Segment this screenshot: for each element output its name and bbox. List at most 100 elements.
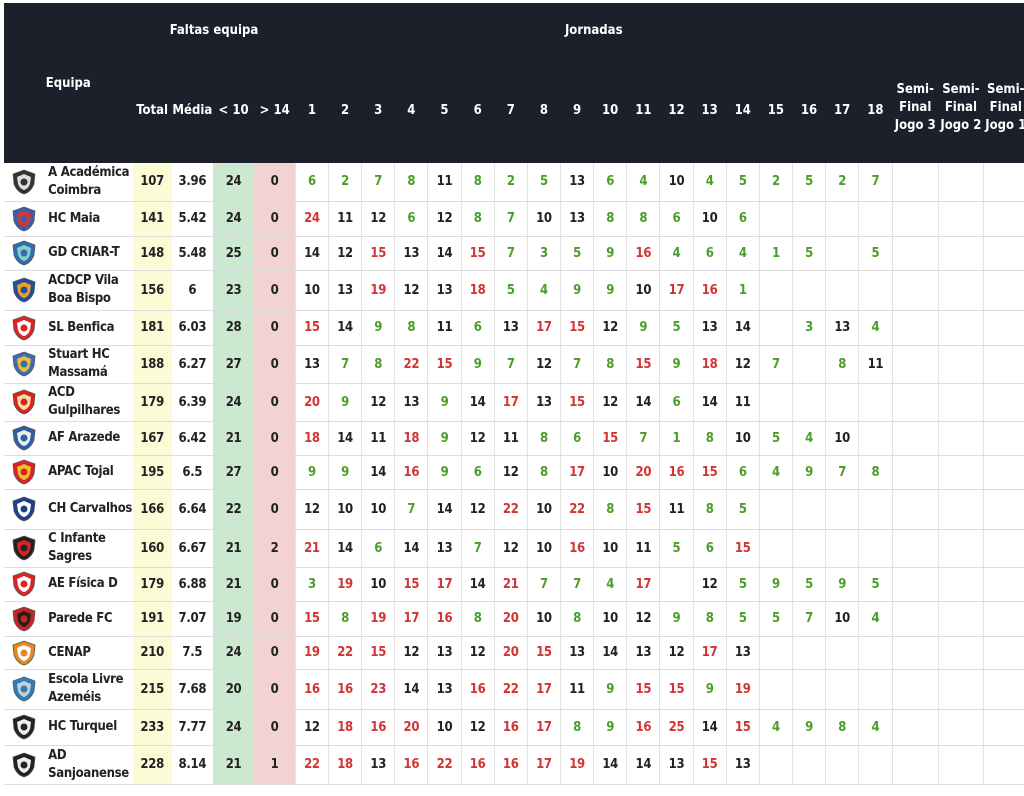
round-6-fouls: 15 [460,236,495,271]
semi-final-cell [891,745,939,785]
header-round-4[interactable]: 4 [394,57,428,163]
semi-final-cell [891,345,939,384]
team-name[interactable]: Parede FC [44,601,133,637]
round-16-fouls [791,529,826,568]
team-name[interactable]: HC Maia [44,201,133,237]
semi-final-cell [891,455,939,490]
round-4-fouls: 20 [394,709,428,746]
header-round-5[interactable]: 5 [427,57,462,163]
round-9-fouls: 8 [559,709,594,746]
round-9-fouls: 17 [559,455,594,490]
team-name[interactable]: AD Sanjoanense [44,745,133,785]
games-over-14: 0 [254,310,296,346]
table-row: GD CRIAR-T 148 5.48 25 0 14 12 15 13 14 15 7 3 5 9 16 4 6… [4,236,1024,271]
team-name[interactable]: CENAP [44,636,133,670]
header-faltas: Faltas equipa [132,3,296,57]
round-3-fouls: 19 [361,601,395,637]
fisica-logo-icon [10,570,38,598]
team-name[interactable]: APAC Tojal [44,455,133,490]
round-12-fouls: 12 [659,636,694,670]
header-round-3[interactable]: 3 [361,57,395,163]
header-round-9[interactable]: 9 [560,57,594,163]
header-total[interactable]: Total [132,57,172,163]
header-jornadas: Jornadas [295,3,893,57]
header-semi-2[interactable]: Semi-Final Jogo 2 [938,3,984,163]
team-name[interactable]: ACDCP Vila Boa Bispo [44,270,133,311]
semi-final-cell [983,236,1024,271]
round-15-fouls: 1 [758,236,793,271]
team-name[interactable]: SL Benfica [44,310,133,346]
team-name[interactable]: Escola Livre Azeméis [44,669,133,710]
round-2-fouls: 2 [327,163,362,202]
header-gt14[interactable]: > 14 [254,57,296,163]
average-fouls: 6.88 [171,567,213,602]
round-7-fouls: 7 [493,345,528,384]
round-18-fouls: 5 [858,236,893,271]
team-name[interactable]: AE Física D [44,567,133,602]
round-2-fouls: 7 [327,345,362,384]
header-semi-1[interactable]: Semi-Final Jogo 1 [983,3,1024,163]
team-name[interactable]: CH Carvalhos [44,489,133,530]
semi-final-cell [891,236,939,271]
round-12-fouls: 11 [659,489,694,530]
round-1-fouls: 22 [294,745,329,785]
round-18-fouls [858,669,893,710]
round-1-fouls: 20 [294,383,329,422]
header-round-15[interactable]: 15 [759,57,793,163]
round-4-fouls: 18 [394,421,428,456]
header-round-8[interactable]: 8 [527,57,561,163]
header-round-6[interactable]: 6 [461,57,495,163]
games-over-14: 1 [254,745,296,785]
table-row: A Académica Coimbra 107 3.96 24 0 6 2 7 8 11 8 2 5 13… [4,163,1024,202]
round-13-fouls: 6 [692,529,727,568]
header-round-1[interactable]: 1 [295,57,329,163]
team-name[interactable]: C Infante Sagres [44,529,133,568]
header-round-16[interactable]: 16 [792,57,826,163]
round-10-fouls: 8 [593,201,627,237]
round-14-fouls: 6 [725,455,760,490]
team-logo-cell [4,455,45,490]
header-round-13[interactable]: 13 [693,57,727,163]
average-fouls: 6.03 [171,310,213,346]
header-round-7[interactable]: 7 [494,57,528,163]
team-name[interactable]: ACD Gulpilhares [44,383,133,422]
header-round-18[interactable]: 18 [858,57,893,163]
header-media[interactable]: Média [171,57,213,163]
semi-final-cell [937,567,984,602]
header-round-2[interactable]: 2 [328,57,362,163]
header-round-11[interactable]: 11 [626,57,660,163]
team-logo-cell [4,745,45,785]
header-lt10[interactable]: < 10 [212,57,255,163]
semi-final-cell [983,567,1024,602]
header-round-14[interactable]: 14 [726,57,760,163]
team-name[interactable]: AF Arazede [44,421,133,456]
header-round-10[interactable]: 10 [593,57,627,163]
header-round-17[interactable]: 17 [825,57,859,163]
semi-final-cell [983,529,1024,568]
semi-final-cell [983,601,1024,637]
fouls-table: Equipa Faltas equipa Jornadas Semi-Final… [4,3,1024,785]
round-15-fouls: 2 [758,163,793,202]
team-name[interactable]: HC Turquel [44,709,133,746]
round-8-fouls: 15 [526,636,561,670]
round-18-fouls: 8 [858,455,893,490]
round-11-fouls: 9 [626,310,660,346]
round-17-fouls [825,489,859,530]
team-name[interactable]: Stuart HC Massamá [44,345,133,384]
round-15-fouls [758,636,793,670]
team-name[interactable]: A Académica Coimbra [44,163,133,202]
header-jornadas-label: Jornadas [564,22,623,38]
header-semi-3[interactable]: Semi-Final Jogo 3 [892,3,939,163]
round-6-fouls: 7 [460,529,495,568]
round-15-fouls: 4 [758,455,793,490]
round-9-fouls: 13 [559,636,594,670]
header-round-12[interactable]: 12 [659,57,694,163]
round-5-fouls: 9 [427,421,462,456]
semi-final-cell [937,163,984,202]
games-over-14: 0 [254,601,296,637]
team-name[interactable]: GD CRIAR-T [44,236,133,271]
round-14-fouls: 13 [725,745,760,785]
round-14-fouls: 5 [725,601,760,637]
semi-final-cell [937,421,984,456]
round-18-fouls: 4 [858,310,893,346]
